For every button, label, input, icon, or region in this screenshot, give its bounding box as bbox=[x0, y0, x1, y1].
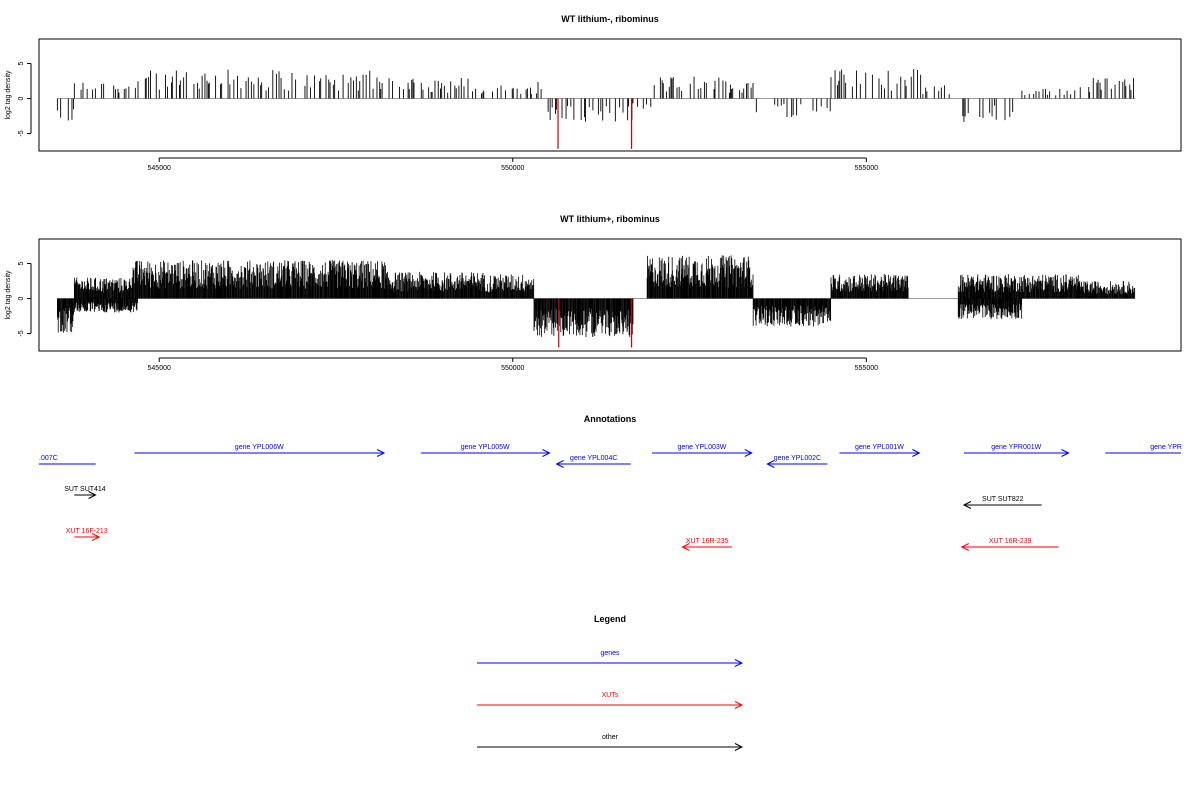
feature-label: gene YPL003W bbox=[677, 444, 726, 451]
x-tick-label: 550000 bbox=[501, 365, 524, 372]
feature-arrowhead bbox=[744, 449, 753, 457]
feature-label: gene YPL005W bbox=[461, 444, 510, 451]
legend-label: genes bbox=[600, 650, 620, 657]
y-tick-label: 5 bbox=[18, 61, 25, 65]
panel-1-title: WT lithium-, ribominus bbox=[561, 14, 659, 24]
feature-arrowhead bbox=[960, 543, 970, 551]
feature-label: gene YPL004C bbox=[570, 455, 617, 462]
feature-arrowhead bbox=[1061, 449, 1070, 457]
panel-1-y-axis: -5 0 5 bbox=[18, 61, 32, 137]
feature-arrowhead bbox=[376, 449, 386, 457]
legend-arrowhead bbox=[734, 701, 744, 709]
legend-item: other bbox=[477, 734, 744, 751]
feature-label: .007C bbox=[39, 455, 58, 462]
panel-1-frame bbox=[38, 38, 1182, 152]
feature-arrowhead bbox=[912, 449, 921, 457]
panel-1-x-axis: 545000 550000 555000 bbox=[148, 157, 878, 172]
feature-label: gene YPL002C bbox=[774, 455, 821, 462]
panel-2-x-axis: 545000 550000 555000 bbox=[148, 357, 878, 372]
annotation-feature: XUT 16R-239 bbox=[960, 538, 1059, 551]
feature-label: XUT 16R-239 bbox=[989, 538, 1032, 545]
feature-arrowhead bbox=[555, 460, 564, 468]
feature-label: gene YPL006W bbox=[235, 444, 284, 451]
feature-label: SUT SUT414 bbox=[64, 486, 106, 493]
panel-1-ylabel: log2 tag density bbox=[5, 70, 12, 120]
panel-lithium-minus: WT lithium-, ribominus log2 tag density … bbox=[5, 14, 1182, 172]
annotation-feature: gene YPL001W bbox=[839, 444, 921, 457]
panel-2-ylabel: log2 tag density bbox=[5, 270, 12, 320]
feature-label: gene YPR001W bbox=[991, 444, 1041, 451]
annotations-title: Annotations bbox=[584, 414, 637, 424]
x-tick-label: 555000 bbox=[855, 165, 878, 172]
legend-label: other bbox=[602, 734, 619, 741]
x-tick-label: 545000 bbox=[148, 365, 171, 372]
panel-2-y-axis: -5 0 5 bbox=[18, 261, 32, 337]
panel-1-bars bbox=[56, 69, 1136, 149]
legend-arrowhead bbox=[734, 743, 744, 751]
annotation-features: .007C gene YPL006W gene YPL005W gene YPL004… bbox=[39, 444, 1182, 551]
feature-arrowhead bbox=[962, 501, 972, 509]
legend-items: genes XUTs other bbox=[477, 650, 744, 751]
x-tick-label: 545000 bbox=[148, 165, 171, 172]
annotation-feature: gene YPL002C bbox=[766, 455, 828, 468]
legend-title: Legend bbox=[594, 614, 626, 624]
annotation-feature: XUT 16R-235 bbox=[681, 538, 732, 551]
panel-2-frame bbox=[38, 238, 1182, 352]
panel-lithium-plus: WT lithium+, ribominus log2 tag density … bbox=[5, 214, 1182, 372]
feature-arrowhead bbox=[681, 543, 690, 551]
feature-label: SUT SUT822 bbox=[982, 496, 1024, 503]
annotation-feature: gene YPR001W bbox=[963, 444, 1070, 457]
annotation-feature: .007C bbox=[39, 455, 96, 465]
annotation-feature: XUT 16F-213 bbox=[66, 528, 108, 541]
legend-arrowhead bbox=[734, 659, 744, 667]
panel-2-title: WT lithium+, ribominus bbox=[560, 214, 660, 224]
legend-item: XUTs bbox=[477, 692, 744, 709]
legend: Legend genes XUTs other bbox=[477, 614, 744, 751]
annotation-feature: gene YPL004C bbox=[555, 455, 631, 468]
annotations-track: Annotations .007C gene YPL006W gene YPL005… bbox=[39, 414, 1182, 551]
feature-label: gene YPL001W bbox=[855, 444, 904, 451]
y-tick-label: -5 bbox=[18, 130, 25, 136]
x-tick-label: 550000 bbox=[501, 165, 524, 172]
y-tick-label: 5 bbox=[18, 261, 25, 265]
legend-label: XUTs bbox=[602, 692, 619, 699]
feature-arrowhead bbox=[91, 533, 101, 541]
feature-label: gene YPR bbox=[1150, 444, 1182, 451]
annotation-feature: gene YPL006W bbox=[134, 444, 386, 457]
annotation-feature: SUT SUT414 bbox=[64, 486, 106, 499]
y-tick-label: 0 bbox=[18, 296, 25, 300]
feature-arrowhead bbox=[766, 460, 775, 468]
y-tick-label: -5 bbox=[18, 330, 25, 336]
feature-label: XUT 16F-213 bbox=[66, 528, 108, 535]
legend-item: genes bbox=[477, 650, 744, 667]
feature-arrowhead bbox=[88, 491, 97, 499]
annotation-feature: gene YPR bbox=[1105, 444, 1182, 454]
annotation-feature: gene YPL003W bbox=[652, 444, 753, 457]
x-tick-label: 555000 bbox=[855, 365, 878, 372]
feature-label: XUT 16R-235 bbox=[686, 538, 729, 545]
annotation-feature: gene YPL005W bbox=[420, 444, 551, 457]
panel-2-bars bbox=[56, 255, 1136, 348]
y-tick-label: 0 bbox=[18, 96, 25, 100]
annotation-feature: SUT SUT822 bbox=[962, 496, 1042, 509]
feature-arrowhead bbox=[542, 449, 551, 457]
